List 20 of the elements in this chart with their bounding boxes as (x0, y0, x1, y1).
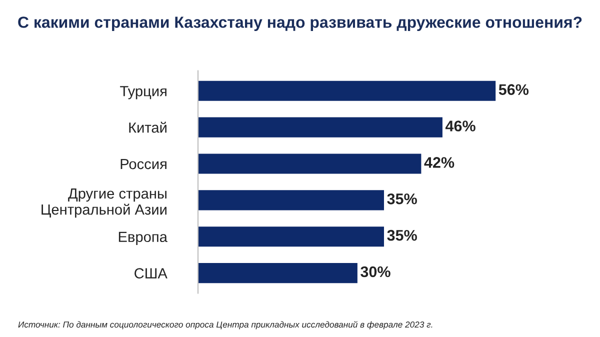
data-label: 56% (498, 84, 529, 95)
bar (198, 154, 422, 174)
y-tick-label: Турция (120, 86, 166, 100)
bar (198, 263, 358, 284)
data-label: 42% (424, 157, 454, 168)
y-tick-label: Россия (120, 159, 166, 170)
bar (198, 80, 496, 101)
bar (198, 117, 442, 138)
data-label: 35% (387, 230, 417, 241)
bar (198, 190, 384, 210)
data-label: 35% (387, 193, 417, 204)
data-label: 46% (445, 120, 476, 132)
y-tick-label: Европа (118, 232, 168, 245)
text: Источник: По данным социологического опроса Центра прикладных исследований в феврале 2023 г. (18, 321, 432, 330)
bar (198, 226, 384, 247)
data-label: 30% (360, 266, 390, 278)
y-tick-label: Другие страны Центральной Азии (42, 188, 166, 218)
y-tick-label: Китай (129, 122, 166, 133)
chart-title: С какими странами Казахстану надо развивать дружеские отношения? (18, 16, 582, 32)
y-tick-label: США (134, 268, 168, 278)
